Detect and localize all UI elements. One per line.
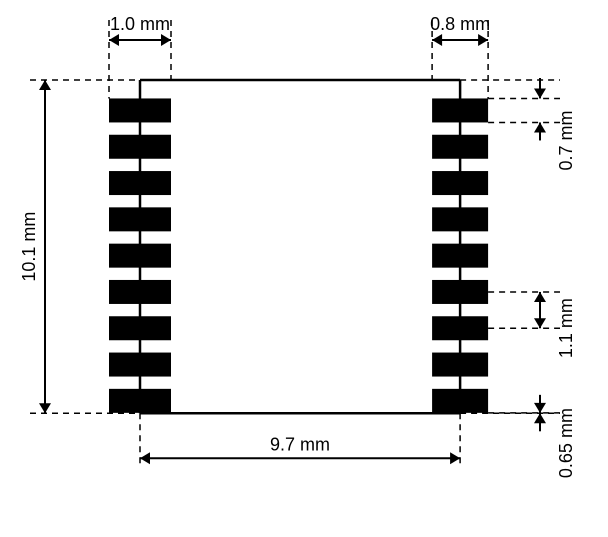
pad-right: [432, 98, 488, 122]
pad-right: [432, 171, 488, 195]
dim-left-pad-width: 1.0 mm: [110, 14, 170, 34]
footprint-diagram: 10.1 mm 9.7 mm 1.0 mm 0.8 mm 0.7 mm 1.1 mm 0.6…: [0, 0, 608, 537]
dim-pad-height: 0.7 mm: [556, 110, 576, 170]
pad-right: [432, 244, 488, 268]
dim-right-pad-width: 0.8 mm: [430, 14, 490, 34]
pad-left: [109, 244, 171, 268]
pad-left: [109, 207, 171, 231]
pad-right: [432, 207, 488, 231]
pad-right: [432, 389, 488, 413]
dim-edge-to-pad: 0.65 mm: [556, 408, 576, 478]
pad-right: [432, 135, 488, 159]
pad-right: [432, 316, 488, 340]
pad-left: [109, 353, 171, 377]
pad-left: [109, 389, 171, 413]
pad-left: [109, 171, 171, 195]
pad-left: [109, 98, 171, 122]
pad-left: [109, 280, 171, 304]
pad-right: [432, 280, 488, 304]
dim-overall-width: 9.7 mm: [270, 434, 330, 454]
pad-right: [432, 353, 488, 377]
pad-left: [109, 316, 171, 340]
pad-left: [109, 135, 171, 159]
dim-pitch: 1.1 mm: [556, 298, 576, 358]
dim-overall-height: 10.1 mm: [19, 212, 39, 282]
